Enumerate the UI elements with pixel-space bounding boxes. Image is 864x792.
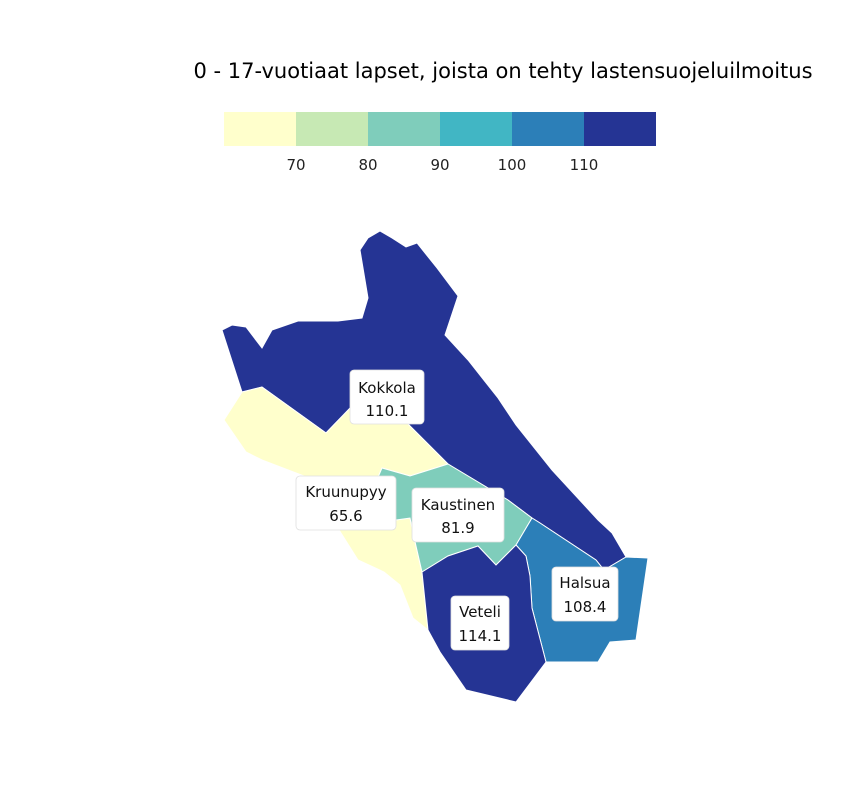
label-box-kokkola — [349, 369, 425, 425]
label-box-halsua — [551, 566, 619, 622]
map-title: 0 - 17-vuotiaat lapset, joista on tehty … — [193, 59, 812, 83]
legend-bin-4 — [512, 112, 584, 146]
legend-bin-3 — [440, 112, 512, 146]
label-value-kaustinen: 81.9 — [441, 519, 474, 537]
label-veteli: Veteli 114.1 — [450, 595, 510, 651]
label-value-kokkola: 110.1 — [366, 402, 409, 420]
label-name-veteli: Veteli — [459, 603, 501, 621]
label-name-kruunupyy: Kruunupyy — [305, 483, 386, 501]
legend-bin-5 — [584, 112, 656, 146]
legend-bin-0 — [224, 112, 296, 146]
regions — [221, 230, 649, 703]
label-value-veteli: 114.1 — [459, 627, 502, 645]
legend-bin-2 — [368, 112, 440, 146]
label-box-kaustinen — [411, 487, 505, 543]
label-kokkola: Kokkola 110.1 — [349, 369, 425, 425]
label-kaustinen: Kaustinen 81.9 — [411, 487, 505, 543]
label-name-kokkola: Kokkola — [358, 379, 416, 397]
legend-tick-90: 90 — [430, 156, 449, 174]
label-value-kruunupyy: 65.6 — [329, 507, 362, 525]
label-kruunupyy: Kruunupyy 65.6 — [295, 475, 397, 531]
label-name-halsua: Halsua — [559, 574, 610, 592]
legend-tick-100: 100 — [498, 156, 527, 174]
label-box-kruunupyy — [295, 475, 397, 531]
legend-tick-80: 80 — [358, 156, 377, 174]
label-halsua: Halsua 108.4 — [551, 566, 619, 622]
region-labels: Kokkola 110.1 Kruunupyy 65.6 Kaustinen 8… — [295, 369, 619, 651]
label-box-veteli — [450, 595, 510, 651]
legend: 70 80 90 100 110 — [224, 112, 656, 174]
legend-bin-1 — [296, 112, 368, 146]
legend-tick-110: 110 — [570, 156, 599, 174]
label-value-halsua: 108.4 — [564, 598, 607, 616]
label-name-kaustinen: Kaustinen — [421, 496, 495, 514]
legend-tick-70: 70 — [286, 156, 305, 174]
